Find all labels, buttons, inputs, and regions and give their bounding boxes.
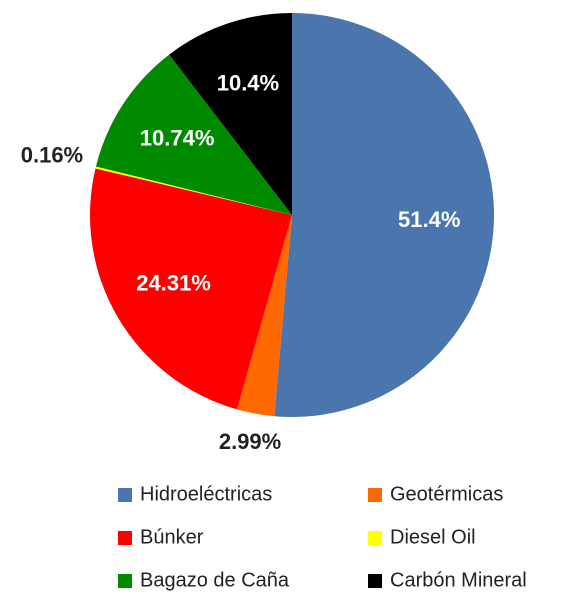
legend-swatch [368,531,382,545]
value-label: 24.31% [136,270,211,295]
legend-swatch [118,488,132,502]
value-label: 10.74% [140,126,215,151]
legend-label: Carbón Mineral [390,569,527,591]
value-label: 0.16% [21,143,83,168]
pie-slice [274,13,494,417]
value-label: 10.4% [217,71,279,96]
legend-swatch [368,574,382,588]
pie-slice [236,215,292,417]
pie-slice [169,13,292,215]
legend-label: Bagazo de Caña [140,569,290,591]
legend-swatch [118,531,132,545]
legend-swatch [118,574,132,588]
legend-label: Geotérmicas [390,483,503,505]
value-label: 2.99% [219,429,281,454]
legend-label: Diesel Oil [390,526,476,548]
legend-swatch [368,488,382,502]
pie-slice [90,168,292,410]
pie-slice [95,54,292,216]
value-label: 51.4% [398,207,460,232]
legend-label: Hidroeléctricas [140,483,272,505]
pie-slice [95,166,292,215]
legend-label: Búnker [140,526,204,548]
